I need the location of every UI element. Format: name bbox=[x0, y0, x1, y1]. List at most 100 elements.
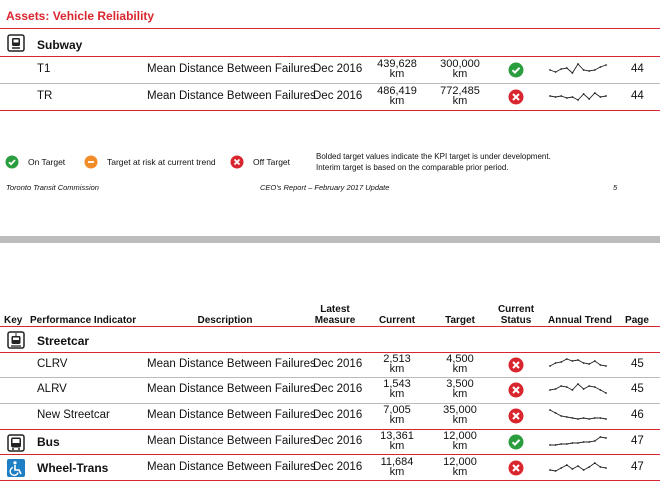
note: Interim target is based on the comparabl… bbox=[316, 163, 509, 172]
trend-sparkline bbox=[549, 435, 607, 446]
unit: km bbox=[452, 439, 468, 452]
current: 1,543 bbox=[383, 378, 411, 390]
target: 35,000 bbox=[443, 404, 477, 416]
target: 4,500 bbox=[446, 352, 474, 365]
unit: km bbox=[452, 414, 468, 426]
rule bbox=[0, 352, 660, 353]
header: Current bbox=[378, 315, 416, 326]
description: Mean Distance Between Failures bbox=[147, 434, 316, 447]
description: Mean Distance Between Failures bbox=[147, 357, 316, 370]
unit: km bbox=[389, 94, 405, 107]
page-separator bbox=[0, 236, 660, 243]
legend-label: On Target bbox=[28, 157, 66, 167]
footer-left: Toronto Transit Commission bbox=[6, 183, 99, 192]
rule bbox=[0, 403, 660, 404]
at-risk-icon bbox=[84, 155, 98, 169]
header: Description bbox=[197, 315, 253, 326]
page-number: 45 bbox=[631, 383, 644, 395]
trend-sparkline bbox=[549, 91, 607, 101]
target: 300,000 bbox=[440, 57, 480, 70]
indicator: New Streetcar bbox=[37, 409, 110, 421]
off-target-icon bbox=[508, 382, 524, 398]
streetcar-icon bbox=[7, 331, 25, 349]
page-number: 45 bbox=[631, 357, 644, 370]
off-target-icon bbox=[508, 89, 524, 104]
latest-measure: Dec 2016 bbox=[313, 409, 363, 421]
rule bbox=[0, 429, 660, 430]
description: Mean Distance Between Failures bbox=[147, 62, 316, 75]
header: Key bbox=[4, 315, 23, 326]
trend-sparkline bbox=[549, 409, 607, 420]
trend-sparkline bbox=[549, 383, 607, 394]
unit: km bbox=[452, 362, 468, 375]
rule bbox=[0, 83, 660, 84]
off-target-icon bbox=[508, 408, 524, 424]
rule bbox=[0, 56, 660, 57]
legend-label: Off Target bbox=[253, 157, 291, 167]
latest-measure: Dec 2016 bbox=[313, 383, 363, 395]
rule bbox=[0, 377, 660, 378]
unit: km bbox=[389, 465, 405, 478]
page-number: 47 bbox=[631, 460, 644, 473]
current: 2,513 bbox=[383, 352, 411, 365]
footer-page: 5 bbox=[613, 183, 618, 192]
on-target-icon bbox=[5, 155, 19, 169]
on-target-icon bbox=[508, 62, 524, 77]
unit: km bbox=[452, 94, 468, 107]
footer-center: CEO's Report – February 2017 Update bbox=[260, 183, 390, 192]
indicator: ALRV bbox=[37, 383, 67, 395]
rule bbox=[0, 110, 660, 111]
target: 12,000 bbox=[443, 429, 477, 442]
title: Assets: Vehicle Reliability bbox=[6, 9, 155, 23]
header: Performance Indicator bbox=[30, 315, 137, 326]
unit: km bbox=[389, 414, 405, 426]
indicator: Wheel-Trans bbox=[37, 460, 109, 475]
header: Page bbox=[625, 315, 649, 326]
note: Bolded target values indicate the KPI ta… bbox=[316, 152, 551, 161]
latest-measure: Dec 2016 bbox=[313, 89, 363, 102]
unit: km bbox=[389, 439, 405, 452]
rule bbox=[0, 454, 660, 455]
section: Subway bbox=[37, 38, 83, 52]
unit: km bbox=[452, 465, 468, 478]
latest-measure: Dec 2016 bbox=[313, 357, 363, 370]
current: 11,684 bbox=[380, 455, 414, 468]
description: Mean Distance Between Failures bbox=[147, 409, 316, 421]
current: 486,419 bbox=[377, 84, 417, 97]
current: 7,005 bbox=[383, 404, 411, 416]
page-number: 44 bbox=[631, 62, 644, 75]
current: 13,361 bbox=[380, 429, 414, 442]
page-number: 47 bbox=[631, 434, 644, 447]
off-target-icon bbox=[230, 155, 244, 169]
description: Mean Distance Between Failures bbox=[147, 460, 316, 473]
section: Streetcar bbox=[37, 334, 90, 348]
rule bbox=[0, 326, 660, 327]
trend-sparkline bbox=[549, 62, 607, 74]
current: 439,628 bbox=[377, 57, 417, 70]
target: 772,485 bbox=[440, 84, 480, 97]
latest-measure: Dec 2016 bbox=[313, 434, 363, 447]
unit: km bbox=[389, 388, 405, 400]
page-number: 46 bbox=[631, 409, 644, 421]
on-target-icon bbox=[508, 434, 524, 449]
legend-label: Target at risk at current trend bbox=[107, 157, 216, 167]
description: Mean Distance Between Failures bbox=[147, 383, 316, 395]
bus-icon bbox=[7, 434, 25, 452]
wheel-trans-icon bbox=[7, 459, 25, 477]
description: Mean Distance Between Failures bbox=[147, 89, 316, 102]
target: 3,500 bbox=[446, 378, 474, 390]
header: Annual Trend bbox=[548, 315, 612, 326]
off-target-icon bbox=[508, 460, 524, 475]
unit: km bbox=[452, 67, 468, 80]
header: Target bbox=[445, 315, 475, 326]
rule bbox=[0, 480, 660, 481]
unit: km bbox=[389, 362, 405, 375]
unit: km bbox=[452, 388, 468, 400]
header: Latest Measure bbox=[314, 304, 356, 326]
subway-icon bbox=[7, 34, 25, 52]
unit: km bbox=[389, 67, 405, 80]
indicator: CLRV bbox=[37, 357, 68, 370]
header: Current Status bbox=[497, 304, 535, 326]
off-target-icon bbox=[508, 357, 524, 372]
